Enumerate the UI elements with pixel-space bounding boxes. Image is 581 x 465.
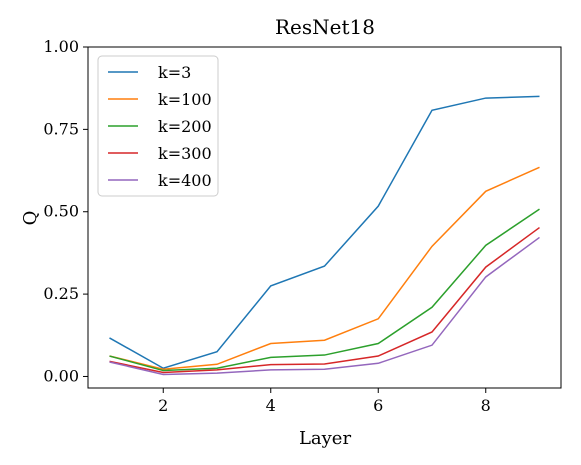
y-tick-label: 0.50 — [43, 202, 79, 221]
series-line-k=400 — [109, 236, 540, 376]
legend-label: k=200 — [158, 117, 212, 136]
y-axis-label: Q — [20, 211, 41, 226]
x-axis-label: Layer — [299, 428, 352, 449]
x-tick-label: 4 — [266, 396, 276, 415]
series-line-k=3 — [109, 95, 540, 370]
x-tick-label: 2 — [158, 396, 168, 415]
x-tick-label: 6 — [373, 396, 383, 415]
plot-area — [109, 95, 540, 376]
y-tick-label: 0.25 — [43, 284, 79, 303]
legend-label: k=3 — [158, 63, 191, 82]
legend: k=3 k=100 k=200 k=300 k=400 — [97, 55, 219, 197]
y-tick-label: 0.00 — [43, 366, 79, 385]
plot-frame — [87, 46, 562, 389]
x-axis: 2 4 6 8 — [158, 388, 491, 415]
series-line-k=200 — [109, 208, 540, 372]
legend-label: k=100 — [158, 90, 212, 109]
series-line-k=100 — [109, 166, 540, 370]
legend-frame — [97, 55, 219, 197]
x-tick-label: 8 — [481, 396, 491, 415]
chart-title: ResNet18 — [275, 15, 375, 39]
y-tick-label: 0.75 — [43, 119, 79, 138]
legend-label: k=300 — [158, 144, 212, 163]
y-tick-label: 1.00 — [43, 37, 79, 56]
legend-label: k=400 — [158, 171, 212, 190]
y-axis: 0.00 0.25 0.50 0.75 1.00 — [43, 37, 88, 385]
series-line-k=300 — [109, 226, 540, 374]
